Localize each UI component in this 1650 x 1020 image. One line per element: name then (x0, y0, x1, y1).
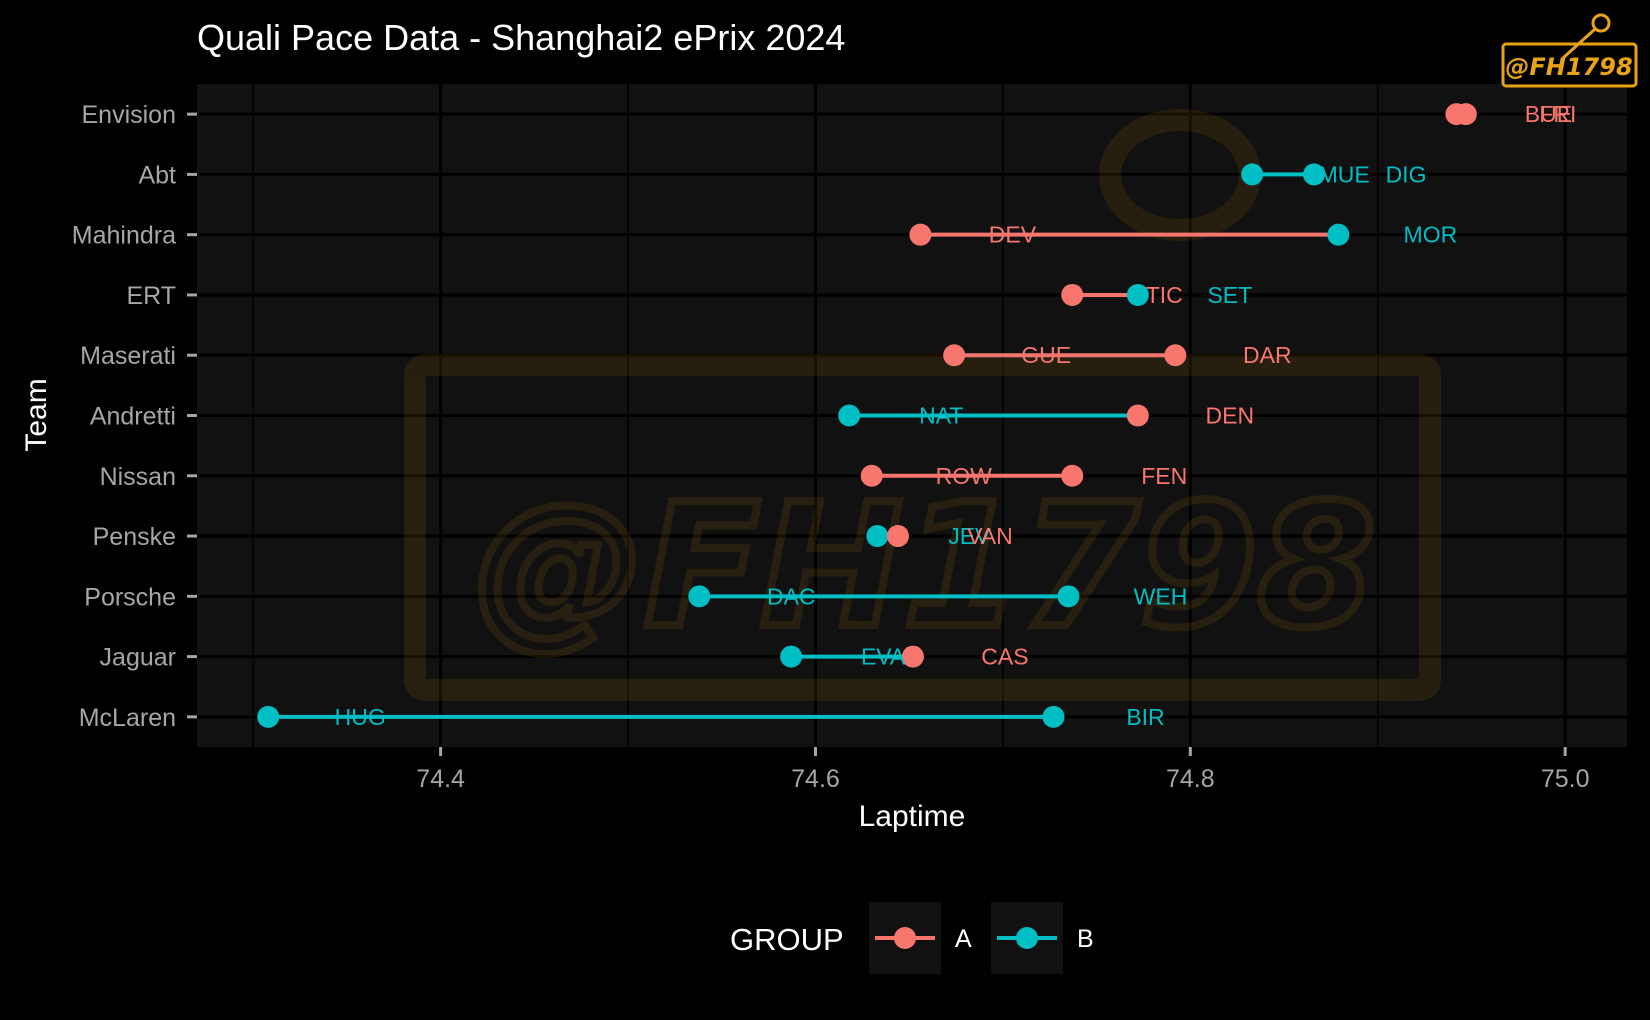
label-tic: TIC (1146, 282, 1183, 308)
watermark-text: @FH1798 (474, 468, 1376, 666)
label-set: SET (1207, 282, 1252, 308)
point-cas (901, 645, 924, 668)
point-nat (838, 404, 861, 427)
y-tick-label: Jaguar (100, 644, 176, 672)
y-tick-label: Andretti (90, 403, 176, 431)
y-tick-label: Maserati (80, 342, 176, 370)
label-row: ROW (936, 463, 993, 489)
point-jev (866, 525, 889, 548)
point-set (1126, 283, 1149, 306)
legend-label-b: B (1077, 925, 1094, 953)
logo-key-shaft (1561, 27, 1597, 60)
label-weh: WEH (1134, 583, 1188, 609)
label-van: VAN (967, 523, 1013, 549)
label-mor: MOR (1404, 222, 1458, 248)
y-tick-label: Penske (93, 523, 176, 551)
label-fen: FEN (1141, 463, 1187, 489)
logo: @FH1798 (1501, 13, 1638, 88)
logo-key-icon (1591, 13, 1611, 33)
point-bir (1042, 705, 1065, 728)
x-tick-label: 74.6 (791, 765, 840, 793)
y-tick-label: Porsche (84, 583, 176, 611)
watermark-frame (404, 354, 1441, 701)
point-mor (1327, 223, 1350, 246)
x-axis-title: Laptime (859, 800, 966, 833)
point-den (1126, 404, 1149, 427)
point-mue (1241, 163, 1264, 186)
y-tick-label: Nissan (100, 463, 176, 491)
legend-title: GROUP (730, 922, 844, 957)
point-dig (1303, 163, 1326, 186)
y-tick-label: ERT (126, 282, 176, 310)
label-nat: NAT (919, 403, 963, 429)
label-hug: HUG (335, 704, 386, 730)
label-den: DEN (1206, 403, 1255, 429)
point-dev (909, 223, 932, 246)
label-bue: BUE (1525, 101, 1572, 127)
x-tick-label: 74.8 (1166, 765, 1215, 793)
label-fri: FRI (1539, 101, 1576, 127)
legend: GROUP A B (730, 902, 1094, 974)
watermark: @FH1798 (404, 109, 1441, 701)
point-hug (257, 705, 280, 728)
x-tick-label: 75.0 (1541, 765, 1590, 793)
y-tick-label: Mahindra (72, 222, 176, 250)
y-axis: McLaren Jaguar Porsche Penske Nissan Andretti… (72, 101, 197, 732)
y-tick-label: McLaren (79, 704, 176, 732)
x-tick-label: 74.4 (416, 765, 465, 793)
y-tick-label: Abt (138, 161, 176, 189)
chart-title: Quali Pace Data - Shanghai2 ePrix 2024 (197, 17, 845, 58)
logo-frame (1501, 42, 1638, 88)
label-dar: DAR (1243, 342, 1292, 368)
label-cas: CAS (981, 644, 1028, 670)
y-axis-title: Team (20, 378, 53, 451)
label-jev: JEV (948, 523, 991, 549)
label-eva: EVA (861, 644, 906, 670)
legend-key-b-point (1016, 927, 1038, 949)
point-fri (1454, 103, 1477, 126)
point-gue (943, 344, 966, 367)
x-axis: 74.4 74.6 74.8 75.0 (416, 747, 1589, 793)
y-tick-label: Envision (82, 101, 177, 129)
label-dac: DAC (767, 583, 816, 609)
point-dac (688, 585, 711, 608)
label-dev: DEV (989, 222, 1037, 248)
label-gue: GUE (1021, 342, 1071, 368)
point-tic (1061, 283, 1084, 306)
logo-text: @FH1798 (1505, 53, 1632, 81)
point-weh (1057, 585, 1080, 608)
label-dig: DIG (1386, 161, 1427, 187)
label-bir: BIR (1126, 704, 1164, 730)
point-fen (1061, 464, 1084, 487)
legend-key-a-point (894, 927, 916, 949)
label-mue: MUE (1319, 161, 1370, 187)
point-row (860, 464, 883, 487)
point-van (886, 525, 909, 548)
point-dar (1164, 344, 1187, 367)
legend-label-a: A (955, 925, 972, 953)
point-eva (780, 645, 803, 668)
